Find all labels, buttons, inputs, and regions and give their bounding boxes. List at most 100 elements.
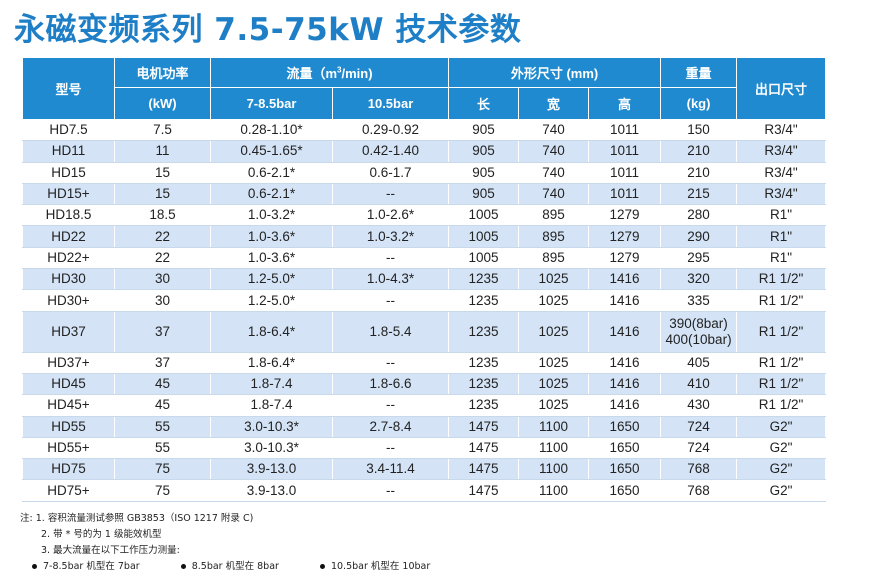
cell-outlet: G2" <box>736 416 827 438</box>
cell-power: 37 <box>114 311 211 353</box>
cell-flow-b: 1.0-3.2* <box>331 225 450 248</box>
cell-outlet: R1 1/2" <box>736 289 827 312</box>
cell-length: 1005 <box>448 204 520 227</box>
cell-model: HD22 <box>22 225 115 248</box>
cell-height: 1279 <box>588 204 662 227</box>
note-bullets: 7-8.5bar 机型在 7bar 8.5bar 机型在 8bar 10.5ba… <box>20 559 468 575</box>
cell-length: 1005 <box>448 225 520 248</box>
cell-flow-a: 1.8-7.4 <box>210 394 333 417</box>
cell-width: 1025 <box>518 352 590 374</box>
header-height: 高 <box>588 87 662 120</box>
cell-height: 1650 <box>588 437 662 460</box>
header-model: 型号 <box>22 57 115 120</box>
cell-weight: 290 <box>660 225 738 248</box>
cell-width: 1100 <box>518 416 590 438</box>
cell-weight: 768 <box>660 458 738 481</box>
cell-flow-b: 3.4-11.4 <box>331 458 450 481</box>
cell-length: 1005 <box>448 247 520 270</box>
bullet-item: 8.5bar 机型在 8bar <box>180 559 279 575</box>
header-weight-unit: (kg) <box>660 87 738 120</box>
cell-width: 740 <box>518 162 590 184</box>
cell-weight: 430 <box>660 394 738 417</box>
cell-flow-a: 0.45-1.65* <box>210 140 333 163</box>
cell-length: 905 <box>448 119 520 142</box>
note-2: 2. 带 * 号的为 1 级能效机型 <box>41 529 162 540</box>
cell-power: 15 <box>114 162 211 184</box>
cell-flow-a: 1.8-6.4* <box>210 311 333 353</box>
cell-height: 1416 <box>588 268 662 291</box>
page-title: 永磁变频系列 7.5-75kW 技术参数 <box>14 12 522 48</box>
cell-flow-a: 1.8-7.4 <box>210 373 333 396</box>
table-row: HD37 37 1.8-6.4* 1.8-5.4 1235 1025 1416 390(8ba… <box>22 311 827 353</box>
table-row: HD45 45 1.8-7.4 1.8-6.6 1235 1025 1416 410 R1 1/… <box>22 373 827 396</box>
header-flow-b: 10.5bar <box>331 87 450 120</box>
cell-outlet: G2" <box>736 479 827 502</box>
header-power: 电机功率 <box>114 57 211 88</box>
note-3: 3. 最大流量在以下工作压力测量: <box>41 545 180 556</box>
cell-width: 740 <box>518 183 590 206</box>
cell-outlet: R3/4" <box>736 119 827 142</box>
cell-width: 1025 <box>518 311 590 353</box>
cell-flow-b: -- <box>331 394 450 417</box>
table-row: HD45+ 45 1.8-7.4 -- 1235 1025 1416 430 R1 1/2" <box>22 394 827 417</box>
cell-flow-a: 0.6-2.1* <box>210 183 333 206</box>
cell-flow-b: 2.7-8.4 <box>331 416 450 438</box>
cell-length: 1235 <box>448 373 520 396</box>
cell-weight: 724 <box>660 437 738 460</box>
cell-weight: 405 <box>660 352 738 374</box>
bullet-item: 10.5bar 机型在 10bar <box>319 559 430 575</box>
cell-power: 30 <box>114 268 211 291</box>
note-1: 注: 1. 容积流量测试参照 GB3853（ISO 1217 附录 C) <box>20 513 254 524</box>
cell-outlet: R1 1/2" <box>736 268 827 291</box>
cell-height: 1279 <box>588 247 662 270</box>
cell-weight: 215 <box>660 183 738 206</box>
cell-power: 75 <box>114 458 211 481</box>
table-row: HD75 75 3.9-13.0 3.4-11.4 1475 1100 1650 768 G2" <box>22 458 827 481</box>
cell-outlet: R1 1/2" <box>736 352 827 374</box>
cell-width: 895 <box>518 247 590 270</box>
header-weight: 重量 <box>660 57 738 88</box>
table-row: HD15 15 0.6-2.1* 0.6-1.7 905 740 1011 210 R3/4" <box>22 162 827 184</box>
cell-length: 1235 <box>448 352 520 374</box>
cell-height: 1650 <box>588 416 662 438</box>
cell-weight: 335 <box>660 289 738 312</box>
header-flow-a: 7-8.5bar <box>210 87 333 120</box>
cell-power: 75 <box>114 479 211 502</box>
cell-width: 740 <box>518 119 590 142</box>
cell-weight: 768 <box>660 479 738 502</box>
cell-height: 1011 <box>588 162 662 184</box>
table-row: HD37+ 37 1.8-6.4* -- 1235 1025 1416 405 R1 1/2" <box>22 352 827 374</box>
cell-outlet: R1" <box>736 225 827 248</box>
cell-width: 1100 <box>518 437 590 460</box>
cell-weight: 150 <box>660 119 738 142</box>
table-row: HD22 22 1.0-3.6* 1.0-3.2* 1005 895 1279 290 R1" <box>22 225 827 248</box>
cell-outlet: G2" <box>736 458 827 481</box>
bullet-icon <box>180 564 186 569</box>
spec-table: 型号 电机功率 流量（m3/min) 外形尺寸 (mm) 重量 出口尺寸 (kW… <box>22 57 827 502</box>
weight-line: 390(8bar) <box>669 315 728 331</box>
cell-weight: 210 <box>660 140 738 163</box>
cell-weight: 390(8bar) 400(10bar) <box>660 311 738 353</box>
cell-flow-b: 0.29-0.92 <box>331 119 450 142</box>
cell-power: 55 <box>114 416 211 438</box>
bullet-icon <box>32 564 37 569</box>
cell-outlet: R3/4" <box>736 140 827 163</box>
cell-model: HD45+ <box>22 394 115 417</box>
cell-height: 1416 <box>588 373 662 396</box>
cell-width: 740 <box>518 140 590 163</box>
cell-flow-a: 1.8-6.4* <box>210 352 333 374</box>
cell-outlet: R1 1/2" <box>736 394 827 417</box>
cell-model: HD75+ <box>22 479 115 502</box>
table-row: HD11 11 0.45-1.65* 0.42-1.40 905 740 1011 210 R3… <box>22 140 827 163</box>
cell-width: 895 <box>518 225 590 248</box>
cell-power: 7.5 <box>114 119 211 142</box>
cell-width: 1025 <box>518 289 590 312</box>
table-row: HD7.5 7.5 0.28-1.10* 0.29-0.92 905 740 1011 150… <box>22 119 827 142</box>
cell-power: 30 <box>114 289 211 312</box>
cell-flow-a: 0.28-1.10* <box>210 119 333 142</box>
cell-length: 1475 <box>448 437 520 460</box>
cell-weight: 724 <box>660 416 738 438</box>
cell-length: 905 <box>448 140 520 163</box>
table-row: HD18.5 18.5 1.0-3.2* 1.0-2.6* 1005 895 1279 280… <box>22 204 827 227</box>
table-row: HD30 30 1.2-5.0* 1.0-4.3* 1235 1025 1416 320 R1 … <box>22 268 827 291</box>
